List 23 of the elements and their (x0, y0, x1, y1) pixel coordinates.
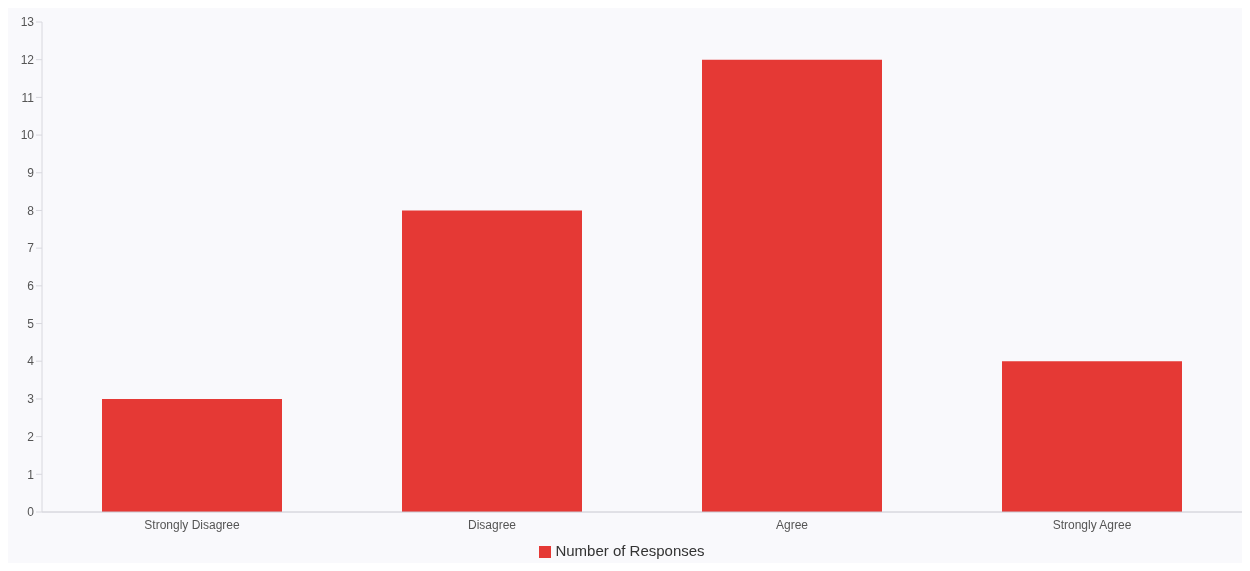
y-tick-label: 13 (20, 15, 35, 30)
bar (402, 210, 582, 512)
y-tick-label: 7 (27, 241, 35, 256)
y-tick-label: 12 (20, 52, 35, 67)
y-tick-label: 10 (20, 128, 35, 143)
y-tick-label: 0 (27, 505, 35, 520)
y-tick-label: 3 (27, 392, 35, 407)
y-tick-label: 11 (21, 90, 35, 105)
bar (102, 398, 282, 512)
y-tick-label: 5 (27, 316, 35, 331)
y-tick-label: 9 (27, 166, 35, 181)
y-tick-label: 1 (27, 467, 35, 482)
x-tick-label: Strongly Disagree (144, 517, 241, 532)
bar (1002, 361, 1182, 512)
y-tick-label: 6 (27, 279, 35, 294)
legend-label: Number of Responses (555, 542, 705, 559)
y-tick-label: 2 (27, 429, 35, 444)
y-tick-label: 8 (27, 203, 35, 218)
x-tick-label: Strongly Agree (1052, 517, 1132, 532)
bar (702, 59, 882, 512)
x-tick-label: Disagree (467, 517, 517, 532)
x-tick-label: Agree (775, 517, 809, 532)
y-tick-label: 4 (27, 354, 35, 369)
